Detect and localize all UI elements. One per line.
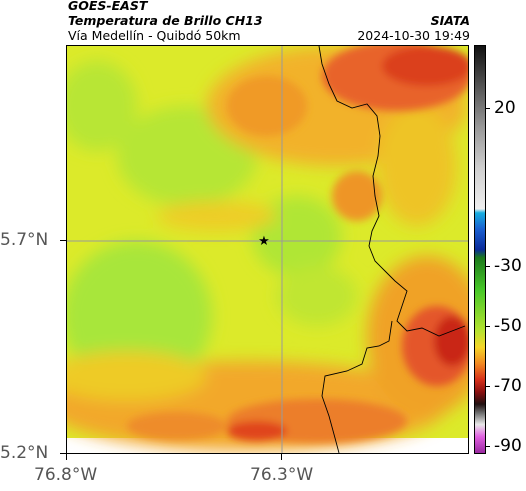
satellite-name: GOES-EAST	[68, 0, 148, 13]
colorbar-label: -30	[494, 256, 522, 276]
x-tick-mark	[281, 454, 282, 460]
colorbar-label: -50	[494, 316, 522, 336]
map-canvas: ★	[67, 46, 468, 453]
x-tick-mark	[66, 454, 67, 460]
product-title: Temperatura de Brillo CH13	[68, 13, 263, 28]
y-tick-label: 5.7°N	[0, 230, 49, 250]
field-cold-zones	[127, 46, 468, 443]
colorbar-tick	[486, 326, 490, 327]
colorbar-label: -90	[494, 436, 522, 456]
x-tick-label: 76.8°W	[34, 465, 98, 485]
agency-label: SIATA	[430, 13, 470, 28]
colorbar-label: 20	[494, 98, 516, 118]
y-tick-mark	[60, 453, 66, 454]
colorbar-tick	[486, 446, 490, 447]
colorbar-tick	[486, 386, 490, 387]
x-tick-label: 76.3°W	[250, 465, 314, 485]
brightness-temperature-map: ★	[66, 45, 469, 454]
region-label: Vía Medellín - Quibdó 50km	[68, 28, 241, 43]
colorbar-tick	[486, 108, 490, 109]
datetime-label: 2024-10-30 19:49	[357, 28, 470, 43]
y-tick-mark	[60, 240, 66, 241]
colorbar-tick	[486, 266, 490, 267]
star-icon: ★	[258, 234, 270, 249]
border-line	[318, 46, 466, 453]
colorbar-label: -70	[494, 376, 522, 396]
y-tick-label: 5.2°N	[0, 443, 49, 463]
colorbar	[474, 45, 486, 454]
